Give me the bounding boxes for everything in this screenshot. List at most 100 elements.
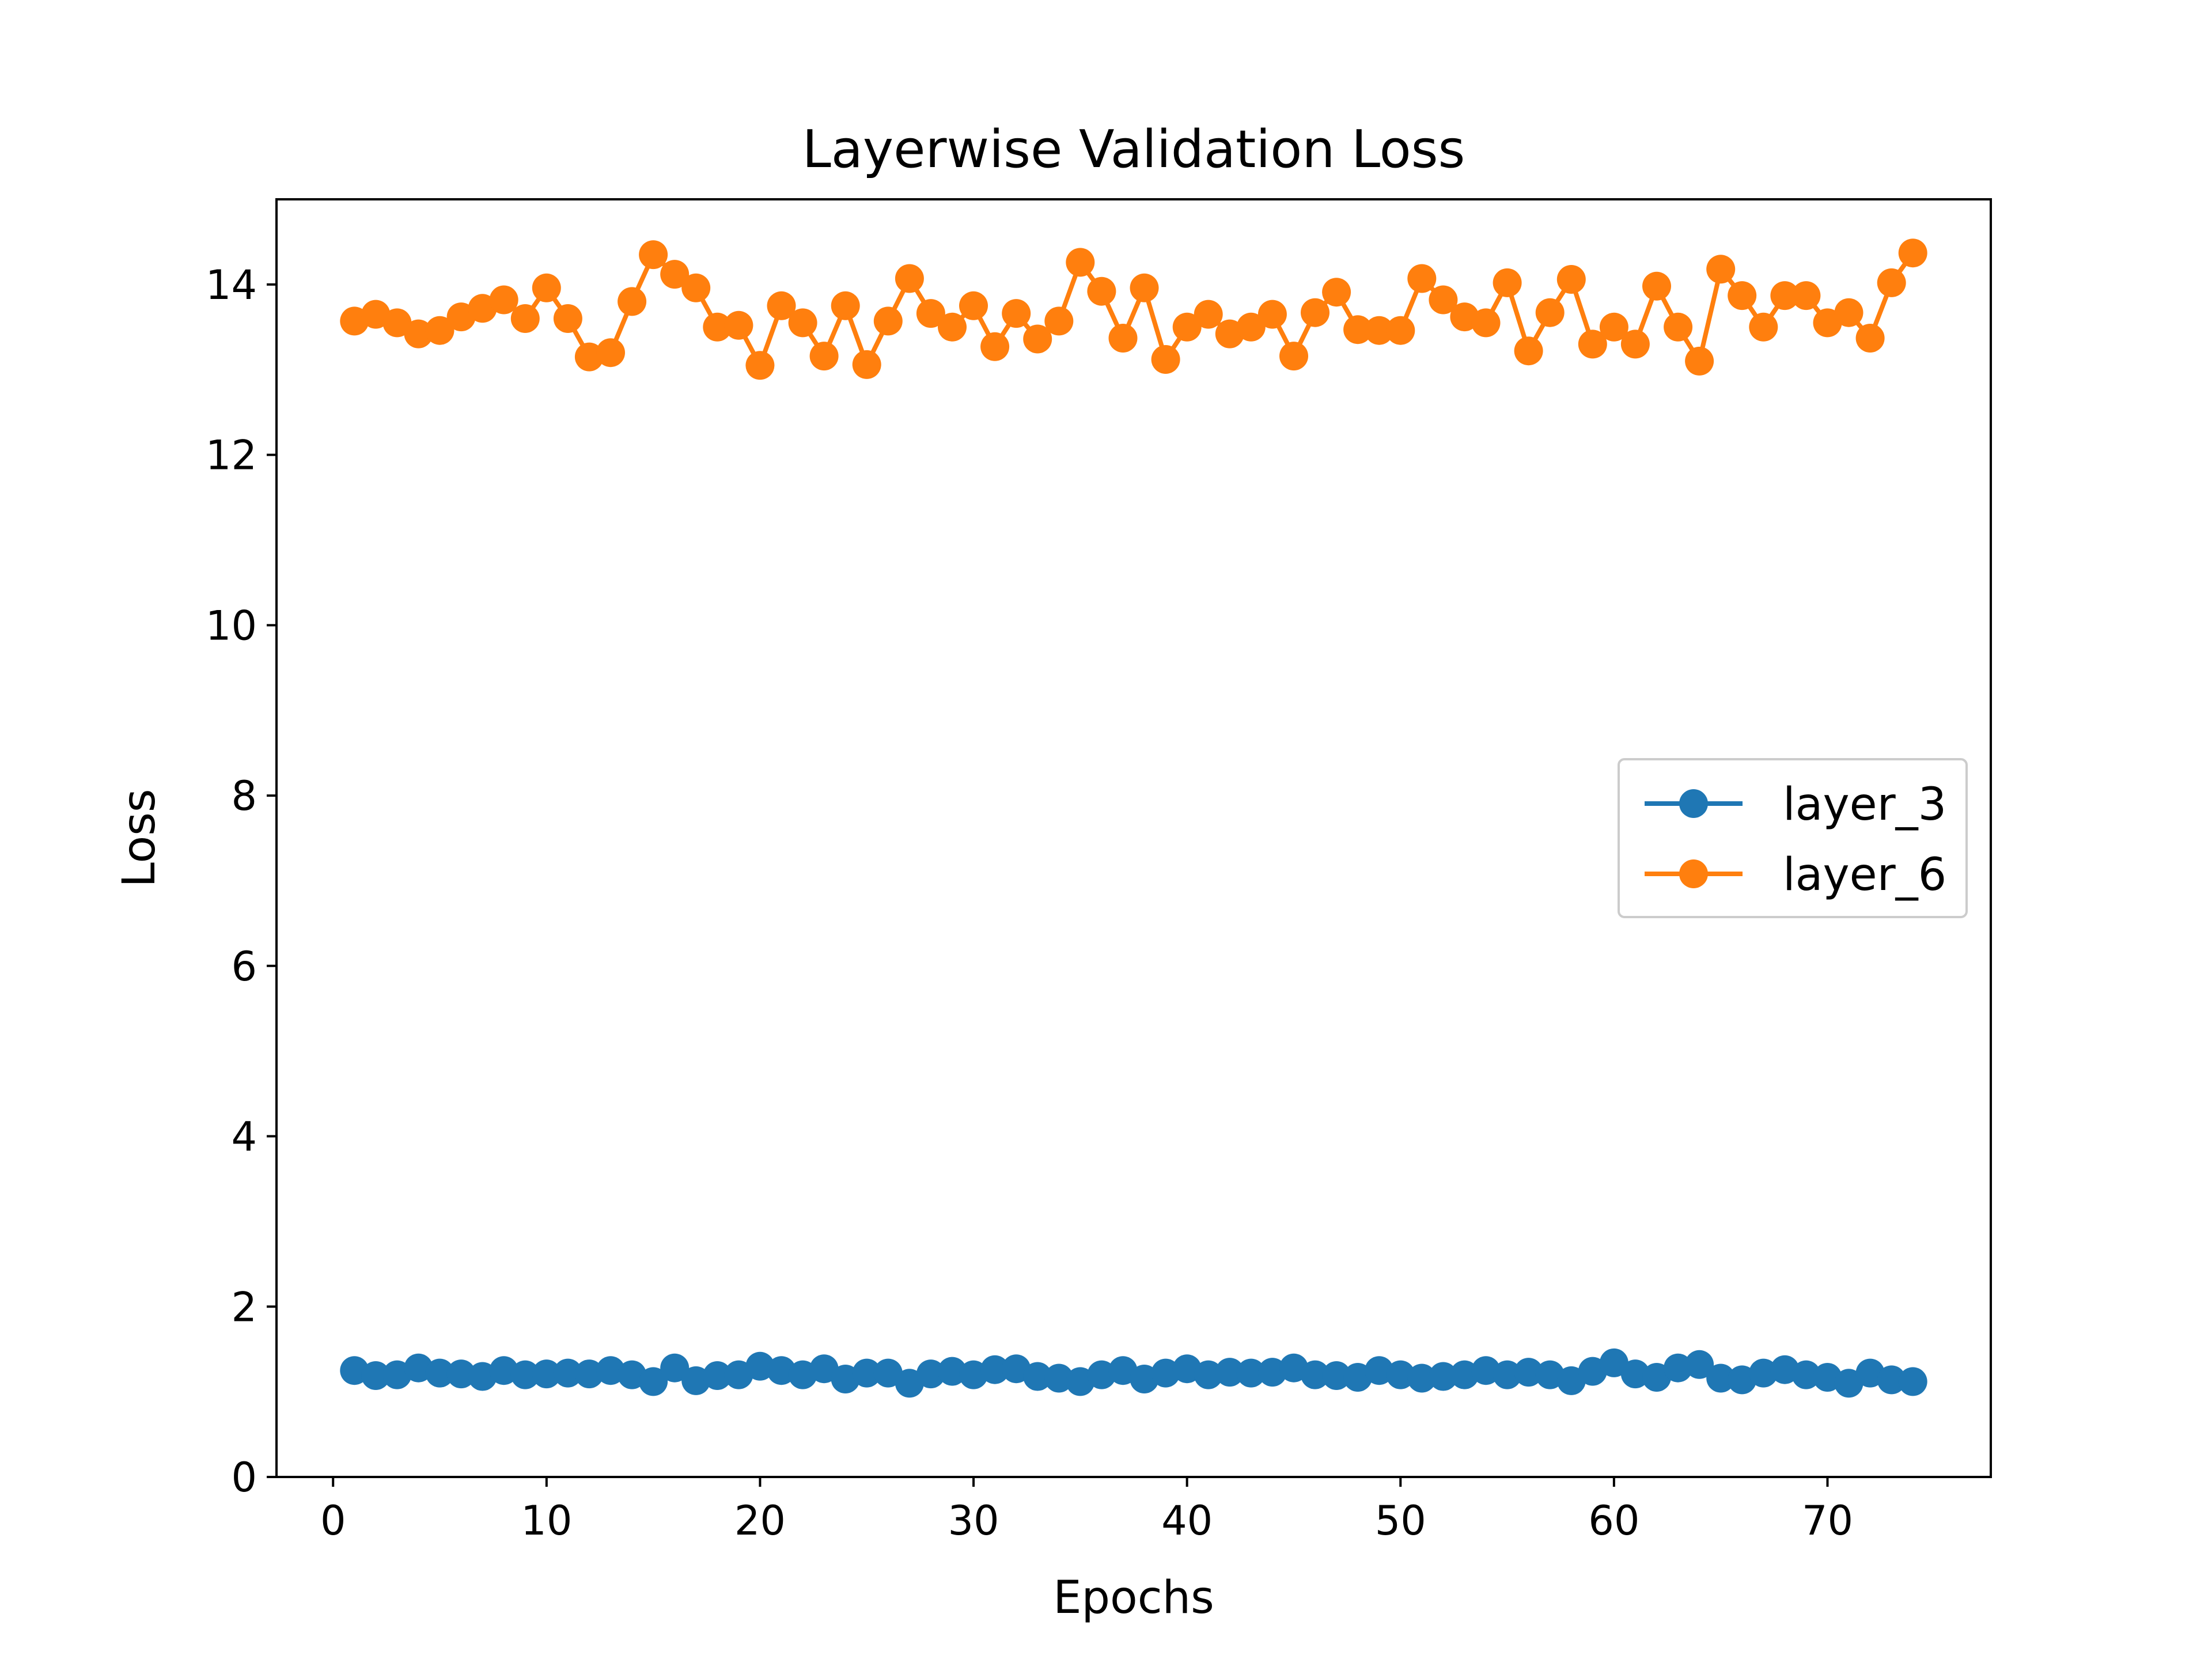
y-tick-label: 14 [206, 262, 257, 309]
data-point [1514, 336, 1543, 366]
data-point [1386, 1360, 1415, 1389]
data-point [1279, 342, 1308, 371]
data-point [1620, 329, 1650, 359]
data-point [1664, 1353, 1693, 1382]
data-point [1407, 1363, 1437, 1393]
data-point [1236, 312, 1266, 342]
data-point [1898, 238, 1927, 268]
data-point [1620, 1359, 1650, 1389]
data-point [916, 1359, 945, 1389]
data-point [446, 1359, 476, 1389]
data-point [1877, 1365, 1906, 1395]
data-point [1087, 276, 1116, 306]
data-point [703, 1361, 732, 1390]
data-point [1685, 1350, 1714, 1379]
data-point [767, 1356, 796, 1385]
data-point [1108, 324, 1138, 353]
data-point [382, 308, 412, 338]
chart-title: Layerwise Validation Loss [802, 119, 1465, 180]
x-tick-label: 60 [1588, 1497, 1639, 1544]
data-point [1365, 316, 1394, 345]
y-tick-label: 4 [231, 1113, 257, 1161]
data-point [1877, 268, 1906, 297]
data-point [852, 350, 881, 379]
x-tick-label: 10 [521, 1497, 572, 1544]
data-point [1194, 300, 1223, 329]
data-point [425, 1358, 454, 1388]
data-point [639, 240, 668, 270]
data-point [1301, 298, 1330, 327]
legend: layer_3 layer_6 [1618, 758, 1968, 918]
data-point [510, 1360, 540, 1389]
data-point [1791, 281, 1821, 310]
data-point [980, 1355, 1010, 1384]
data-point [1429, 285, 1458, 315]
data-point [1151, 1358, 1180, 1388]
data-point [553, 1358, 582, 1388]
data-point [1002, 299, 1031, 328]
data-point [618, 287, 647, 316]
data-point [1706, 1363, 1736, 1393]
x-tick-label: 0 [320, 1497, 346, 1544]
data-point [1172, 312, 1202, 342]
data-point [596, 338, 625, 368]
x-tick-label: 50 [1375, 1497, 1426, 1544]
y-axis-ticks: 0 2 4 6 8 10 12 14 [206, 262, 276, 1501]
data-point [1023, 1362, 1052, 1391]
data-point [1471, 308, 1501, 338]
y-tick-label: 10 [206, 602, 257, 649]
y-tick-label: 0 [231, 1454, 257, 1501]
x-axis-ticks: 0 10 20 30 40 50 60 70 [320, 1477, 1853, 1544]
data-point [1322, 278, 1351, 307]
x-axis-label: Epochs [1053, 1572, 1214, 1624]
data-point [1749, 312, 1778, 342]
data-point [959, 291, 988, 320]
data-point [1813, 308, 1842, 338]
data-point [574, 1359, 604, 1389]
data-point [1834, 298, 1863, 327]
data-point [361, 1361, 391, 1390]
data-point [1471, 1356, 1501, 1385]
data-point [1386, 316, 1415, 345]
data-point [425, 316, 454, 345]
x-tick-label: 30 [948, 1497, 999, 1544]
data-point [852, 1358, 881, 1388]
data-point [788, 308, 817, 338]
data-point [681, 273, 711, 302]
data-point [1578, 329, 1607, 359]
data-point [1343, 315, 1373, 344]
data-point [938, 312, 967, 342]
data-point [809, 1354, 839, 1384]
data-point [510, 304, 540, 333]
data-point [980, 332, 1010, 361]
data-point [1535, 298, 1565, 327]
y-tick-label: 2 [231, 1283, 257, 1331]
data-point [767, 291, 796, 320]
data-point [574, 342, 604, 372]
data-point [1044, 306, 1074, 336]
data-point [1130, 273, 1159, 302]
data-point [873, 306, 903, 336]
data-point [745, 1351, 775, 1381]
legend-label-layer_6: layer_6 [1783, 849, 1946, 901]
x-tick-label: 40 [1161, 1497, 1213, 1544]
data-point [1257, 300, 1287, 329]
data-point [1301, 1360, 1330, 1389]
data-point [1087, 1360, 1116, 1389]
data-point [1322, 1361, 1351, 1390]
data-point [1194, 1360, 1223, 1389]
data-point [745, 351, 775, 380]
data-point [596, 1356, 625, 1385]
data-point [1023, 324, 1052, 354]
data-point [1493, 1360, 1522, 1389]
x-tick-label: 20 [734, 1497, 786, 1544]
y-tick-label: 12 [206, 432, 257, 479]
data-point [404, 319, 433, 349]
data-point [1556, 265, 1586, 294]
data-point [1770, 281, 1800, 310]
data-point [639, 1367, 668, 1396]
data-point [660, 260, 690, 289]
data-point [660, 1353, 690, 1382]
data-point [1599, 312, 1628, 342]
data-point [916, 299, 945, 328]
